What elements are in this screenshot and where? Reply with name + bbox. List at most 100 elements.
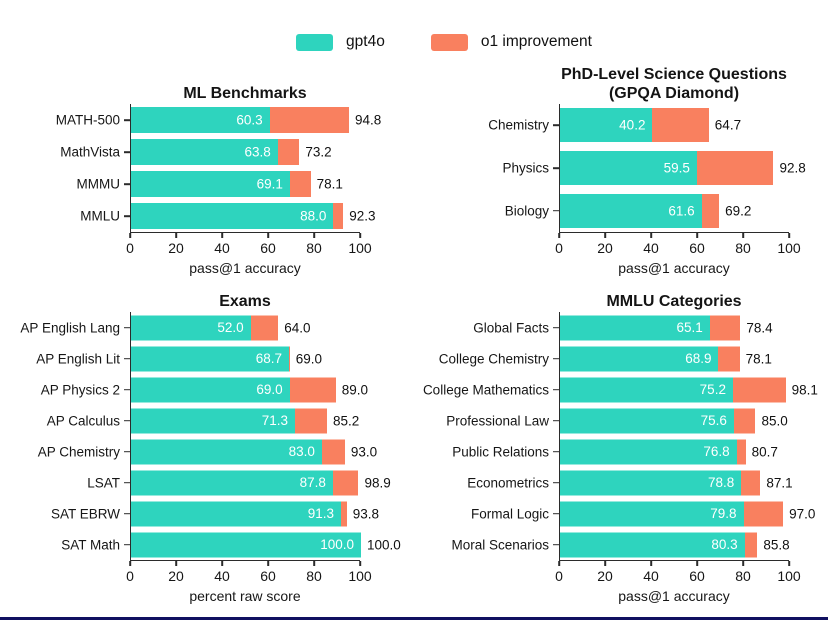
bar-row: AP English Lang 52.0 64.0 [20,312,361,343]
x-tick-mark [788,233,790,238]
chart-mmlu-categories: MMLU Categories Global Facts 65.1 78.4 Coll… [423,270,828,604]
x-tick-mark [788,561,790,566]
o1-improvement-bar [696,151,774,185]
gpt4o-bar: 88.0 [131,203,334,229]
plot-area: MATH-500 60.3 94.8 MathVista 63.8 73.2 MMMU 69.… [56,104,381,232]
o1-improvement-bar [340,501,347,526]
gpt4o-bar: 59.5 [560,151,697,185]
x-axis: 0 20 40 60 80 100 [555,232,801,260]
o1-improvement-bar [744,532,758,557]
gpt4o-bar: 75.2 [560,377,733,402]
bar-row: AP Physics 2 69.0 89.0 [41,374,368,405]
y-tick-mark [124,215,130,217]
x-tick-label: 100 [348,568,372,584]
o1-improvement-bar [652,108,709,143]
gpt4o-value-label: 78.8 [707,475,735,490]
y-axis-category-label: AP English Lang [20,320,120,335]
y-axis-category-label: AP English Lit [36,351,120,366]
y-tick-mark [553,419,559,422]
gpt4o-bar: 80.3 [560,532,745,557]
bar-row: MMMU 69.1 78.1 [77,168,361,200]
y-axis-category-label: MMMU [76,176,121,192]
y-tick-mark [124,357,130,360]
total-value-label: 85.0 [761,413,788,428]
o1-improvement-bar [332,470,359,495]
total-value-label: 85.2 [332,413,360,428]
plot-area: Global Facts 65.1 78.4 College Chemistry 68.… [423,312,818,560]
bar-row: Global Facts 65.1 78.4 [473,312,790,343]
o1-improvement-bar [736,439,746,464]
y-axis-category-label: SAT Math [61,537,120,552]
x-tick-label: 80 [306,240,322,256]
y-tick-mark [553,357,559,360]
o1-improvement-bar [333,203,344,229]
x-tick-label: 20 [597,568,613,584]
gpt4o-bar: 65.1 [560,315,710,340]
x-tick-mark [696,233,698,238]
x-tick-mark [221,233,223,238]
x-tick-label: 60 [689,568,705,584]
x-tick-label: 60 [689,240,705,256]
chart-gpqa-diamond: PhD-Level Science Questions (GPQA Diamon… [437,62,828,276]
total-value-label: 100.0 [367,537,401,552]
total-value-label: 85.8 [763,537,790,552]
x-tick-label: 80 [306,568,322,584]
bar-row: MathVista 63.8 73.2 [60,136,361,168]
x-tick-mark [558,561,560,566]
y-tick-mark [553,481,559,484]
gpt4o-value-label: 60.3 [236,112,263,128]
o1-improvement-bar [718,346,740,371]
y-axis-category-label: Professional Law [446,413,549,428]
o1-improvement-bar [250,315,279,340]
x-tick-label: 40 [643,568,659,584]
x-axis-label: percent raw score [189,588,301,604]
chart-ml-benchmarks: ML Benchmarks MATH-500 60.3 94.8 MathVista 6… [8,62,414,276]
x-tick-mark [742,561,744,566]
y-tick-mark [124,151,130,153]
x-tick-mark [175,233,177,238]
bar-row: SAT Math 100.0 100.0 [61,529,401,560]
y-axis-category-label: AP Calculus [46,413,120,428]
gpt4o-bar: 100.0 [131,532,361,557]
x-tick-label: 0 [126,568,134,584]
gpt4o-bar: 68.9 [560,346,719,371]
legend-item-gpt4o: gpt4o [296,33,385,51]
x-axis: 0 20 40 60 80 100 [126,232,372,260]
gpt4o-value-label: 65.1 [676,320,703,335]
bar-row: MMLU 88.0 92.3 [80,200,376,232]
gpt4o-value-label: 63.8 [244,144,271,160]
total-value-label: 78.4 [746,320,773,335]
bar-row: Public Relations 76.8 80.7 [452,436,790,467]
y-axis-category-label: Biology [504,203,549,219]
legend-label: o1 improvement [480,33,592,50]
y-axis-category-label: College Mathematics [422,382,549,397]
x-axis-label: pass@1 accuracy [618,260,730,276]
plot-area: Chemistry 40.2 64.7 Physics 59.5 92.8 Biology 6… [488,104,806,232]
x-tick-mark [558,233,560,238]
x-tick-label: 60 [260,568,276,584]
total-value-label: 97.0 [789,506,816,521]
y-tick-mark [553,450,559,453]
gpt4o-bar: 60.3 [131,107,270,133]
y-tick-mark [124,119,130,121]
x-tick-label: 20 [597,240,613,256]
chart-title: ML Benchmarks [183,85,307,103]
y-tick-mark [553,209,559,212]
gpt4o-value-label: 68.7 [255,351,282,366]
y-axis-category-label: LSAT [87,475,120,490]
y-tick-mark [124,543,130,546]
o1-improvement-bar [269,107,350,133]
bottom-accent-bar [0,617,828,620]
x-tick-mark [313,561,315,566]
y-tick-mark [553,124,559,127]
o1-improvement-bar [743,501,784,526]
y-axis-category-label: Physics [502,160,549,176]
x-tick-mark [359,561,361,566]
total-value-label: 93.8 [352,506,380,521]
y-axis-category-label: Econometrics [467,475,549,490]
total-value-label: 78.1 [745,351,772,366]
y-axis-category-label: Moral Scenarios [451,537,549,552]
bar-row: Physics 59.5 92.8 [502,147,806,190]
total-value-label: 98.1 [791,382,818,397]
